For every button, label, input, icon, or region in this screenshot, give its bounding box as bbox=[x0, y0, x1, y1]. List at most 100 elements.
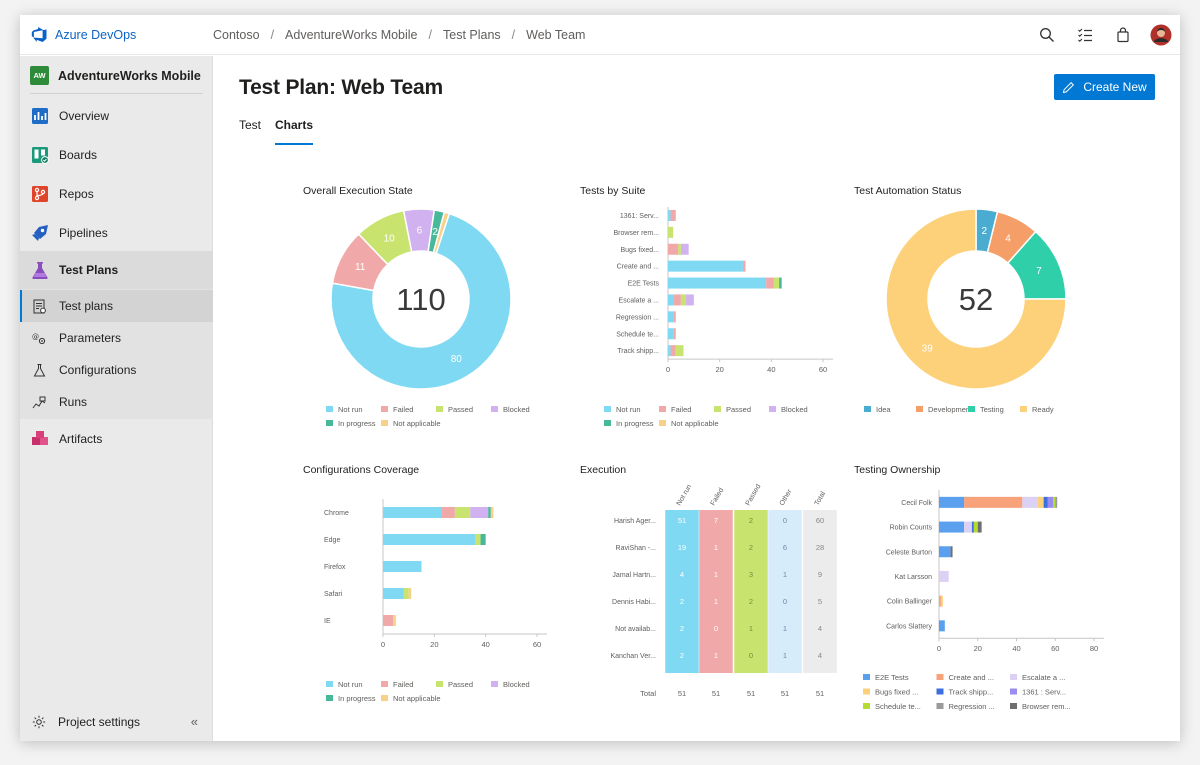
tests-by-suite-legend-label: Blocked bbox=[781, 405, 808, 414]
tab-charts[interactable]: Charts bbox=[275, 118, 314, 145]
tab-test[interactable]: Test bbox=[239, 118, 262, 132]
breadcrumb-org[interactable]: Contoso bbox=[213, 28, 260, 42]
boards-icon bbox=[32, 147, 49, 164]
sidebar-item-repos[interactable]: Repos bbox=[20, 175, 213, 213]
testing-ownership-legend-swatch bbox=[936, 674, 944, 680]
configurations-coverage-bar-segment bbox=[393, 615, 396, 626]
automation-legend-swatch bbox=[864, 406, 871, 412]
execution-column-header: Not run bbox=[676, 484, 694, 507]
execution-total-cell: 51 bbox=[712, 689, 720, 698]
execution-state-slice-label: 10 bbox=[384, 233, 396, 244]
testing-ownership-bar-segment bbox=[1043, 496, 1048, 508]
sidebar-item-boards[interactable]: Boards bbox=[20, 136, 213, 174]
execution-column-header: Failed bbox=[710, 487, 726, 507]
sidebar-subitem-runs[interactable]: Runs bbox=[20, 386, 213, 418]
chart-title-testing-ownership: Testing Ownership bbox=[854, 464, 941, 476]
configurations-coverage-tick-label: 40 bbox=[481, 640, 489, 649]
tests-by-suite-category-label: 1361: Serv... bbox=[620, 213, 659, 220]
execution-state-legend-label: Passed bbox=[448, 405, 473, 414]
tests-by-suite-bar-segment bbox=[680, 243, 689, 255]
testing-ownership-bar-segment bbox=[964, 521, 972, 533]
collapse-sidebar-icon[interactable]: « bbox=[190, 714, 198, 729]
execution-cell: 7 bbox=[714, 516, 718, 525]
configurations-coverage-legend-label: Blocked bbox=[503, 680, 530, 689]
testing-ownership-legend-label: Browser rem... bbox=[1022, 702, 1071, 711]
testing-ownership-category-label: Cecil Folk bbox=[901, 500, 932, 507]
marketplace-bag-icon[interactable] bbox=[1104, 23, 1142, 47]
sidebar-item-label: Overview bbox=[59, 109, 110, 123]
user-avatar[interactable] bbox=[1142, 23, 1180, 47]
execution-total-cell: 51 bbox=[678, 689, 686, 698]
sidebar-subitem-configurations[interactable]: Configurations bbox=[20, 354, 213, 386]
configurations-coverage-legend-label: Failed bbox=[393, 680, 413, 689]
testing-ownership-legend-label: Track shipp... bbox=[949, 688, 994, 697]
tests-by-suite-legend-swatch bbox=[769, 406, 776, 412]
configurations-coverage-legend-swatch bbox=[491, 681, 498, 687]
configurations-icon bbox=[33, 363, 46, 376]
configurations-coverage-bar-segment bbox=[383, 534, 476, 545]
tests-by-suite-category-label: Bugs fixed... bbox=[620, 247, 659, 254]
project-settings-button[interactable]: Project settings bbox=[32, 715, 140, 729]
task-list-icon[interactable] bbox=[1066, 23, 1104, 47]
app-window: Azure DevOps Contoso / AdventureWorks Mob… bbox=[20, 15, 1180, 741]
breadcrumb-section[interactable]: Test Plans bbox=[443, 28, 501, 42]
testing-ownership-tick-label: 80 bbox=[1090, 644, 1098, 653]
automation-legend-label: Development bbox=[928, 405, 973, 414]
configurations-coverage-legend-swatch bbox=[326, 681, 333, 687]
gear-icon bbox=[32, 715, 46, 729]
execution-state-legend-swatch bbox=[381, 420, 388, 426]
tests-by-suite-bar-segment bbox=[779, 277, 782, 289]
execution-cell: 0 bbox=[714, 624, 718, 633]
sidebar-item-test-plans[interactable]: Test Plans bbox=[20, 251, 213, 289]
execution-cell: 2 bbox=[680, 624, 684, 633]
sidebar-item-pipelines[interactable]: Pipelines bbox=[20, 214, 213, 252]
create-new-button[interactable]: Create New bbox=[1054, 74, 1155, 100]
execution-cell: 1 bbox=[783, 651, 787, 660]
svg-text:@: @ bbox=[32, 333, 39, 341]
execution-state-total: 110 bbox=[396, 282, 445, 317]
configurations-coverage-bar-segment bbox=[383, 588, 404, 599]
test-plans-icon bbox=[32, 262, 48, 280]
project-header[interactable]: AW AdventureWorks Mobile bbox=[30, 66, 201, 85]
configurations-coverage-bar-segment bbox=[475, 534, 481, 545]
pipelines-icon bbox=[32, 225, 48, 241]
tests-by-suite-category-label: Escalate a ... bbox=[619, 297, 660, 304]
tab-strip: Test Charts bbox=[239, 118, 314, 145]
execution-row-label: Jamal Hartn... bbox=[612, 572, 656, 579]
search-icon[interactable] bbox=[1028, 23, 1066, 47]
brand-name: Azure DevOps bbox=[55, 27, 137, 42]
execution-cell: 0 bbox=[749, 651, 753, 660]
divider bbox=[30, 93, 203, 94]
breadcrumb-project[interactable]: AdventureWorks Mobile bbox=[285, 28, 418, 42]
execution-cell: 1 bbox=[783, 624, 787, 633]
automation-legend-label: Idea bbox=[876, 405, 891, 414]
sidebar-item-artifacts[interactable]: Artifacts bbox=[20, 420, 213, 458]
chart-title-automation-status: Test Automation Status bbox=[854, 185, 962, 197]
main-content: Test Plan: Web Team Create New Test Char… bbox=[213, 56, 1180, 741]
tests-by-suite-bar-segment bbox=[673, 311, 676, 323]
execution-cell: 1 bbox=[749, 624, 753, 633]
sidebar-subitem-test-plans[interactable]: Test plans bbox=[20, 290, 213, 322]
project-avatar: AW bbox=[30, 66, 49, 85]
execution-column bbox=[803, 510, 837, 673]
execution-total-cell: 51 bbox=[747, 689, 755, 698]
execution-cell: 5 bbox=[818, 597, 822, 606]
tests-by-suite-legend-label: In progress bbox=[616, 419, 654, 428]
automation-legend-swatch bbox=[916, 406, 923, 412]
tests-by-suite-bar-segment bbox=[668, 243, 679, 255]
brand[interactable]: Azure DevOps bbox=[31, 26, 136, 43]
testing-ownership-bar-segment bbox=[939, 521, 965, 533]
execution-state-legend-label: In progress bbox=[338, 419, 376, 428]
sidebar-item-label: Runs bbox=[59, 395, 88, 409]
execution-column bbox=[768, 510, 802, 673]
sidebar-item-overview[interactable]: Overview bbox=[20, 97, 213, 135]
parameters-icon: @ bbox=[32, 333, 46, 344]
execution-state-slice-label: 80 bbox=[451, 354, 463, 365]
automation-total: 52 bbox=[959, 282, 993, 317]
breadcrumb-plan[interactable]: Web Team bbox=[526, 28, 586, 42]
execution-column-header: Total bbox=[814, 490, 828, 507]
testing-ownership-bar-segment bbox=[1053, 496, 1056, 508]
execution-cell: 2 bbox=[749, 543, 753, 552]
chart-title-tests-by-suite: Tests by Suite bbox=[580, 185, 646, 197]
sidebar-subitem-parameters[interactable]: @ Parameters bbox=[20, 322, 213, 354]
